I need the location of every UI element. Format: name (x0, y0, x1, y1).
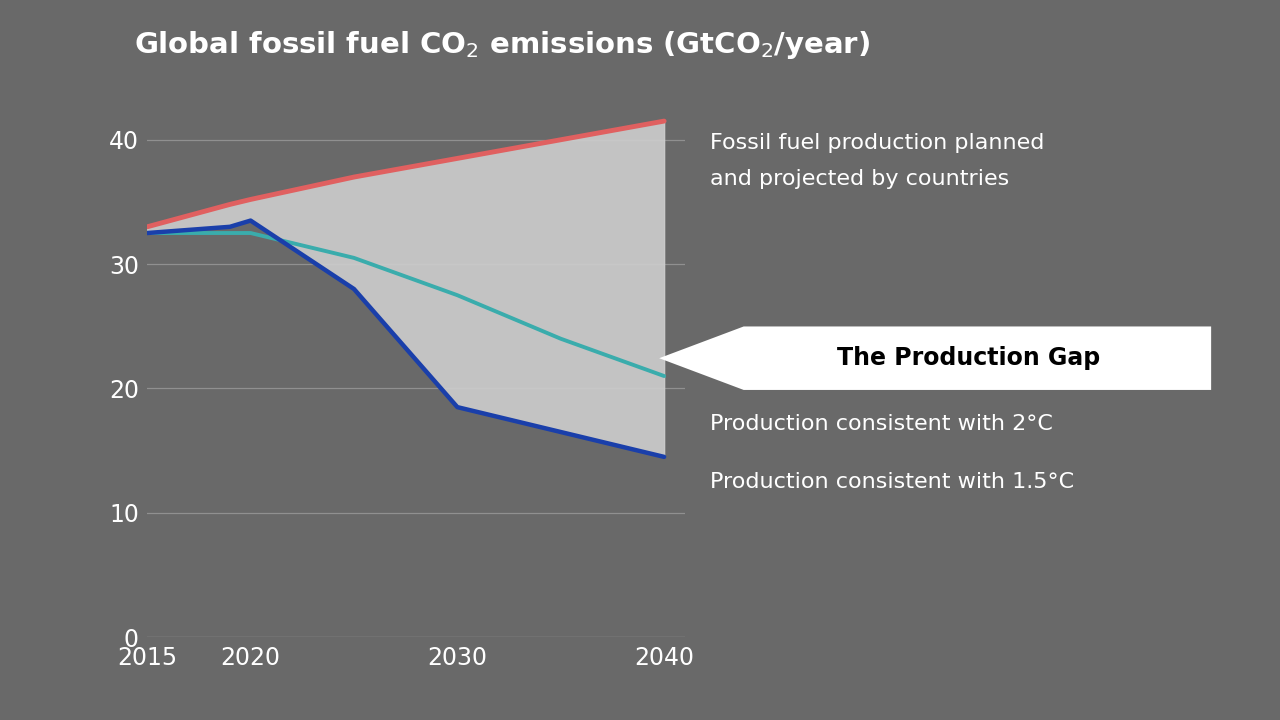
Polygon shape (659, 326, 1211, 390)
Text: Global fossil fuel CO$_2$ emissions (GtCO$_2$/year): Global fossil fuel CO$_2$ emissions (GtC… (134, 30, 870, 61)
Text: and projected by countries: and projected by countries (710, 169, 1010, 189)
Text: Production consistent with 2°C: Production consistent with 2°C (710, 414, 1053, 434)
Text: The Production Gap: The Production Gap (837, 346, 1101, 370)
Text: Fossil fuel production planned: Fossil fuel production planned (710, 133, 1044, 153)
Text: Production consistent with 1.5°C: Production consistent with 1.5°C (710, 472, 1074, 492)
